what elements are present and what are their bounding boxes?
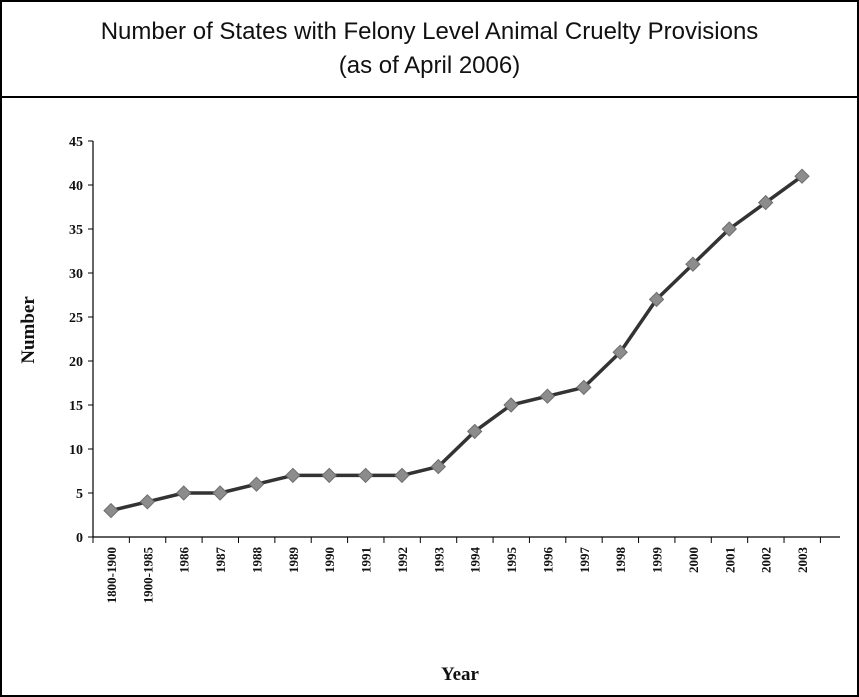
x-tick-label: 1990 xyxy=(322,547,337,573)
chart-axes xyxy=(88,140,840,543)
data-point-marker xyxy=(321,467,337,484)
y-tick-labels: 0 5 10 15 20 25 30 35 40 45 xyxy=(69,135,83,546)
data-point-marker xyxy=(612,344,628,360)
data-point-marker xyxy=(721,221,737,237)
x-tick-label: 1993 xyxy=(431,547,446,574)
series-line xyxy=(110,174,804,513)
y-axis-label: Number xyxy=(18,296,39,364)
x-tick-label: 1992 xyxy=(395,547,410,573)
y-tick-label: 10 xyxy=(69,443,83,458)
data-point-marker xyxy=(503,397,519,413)
data-point-marker xyxy=(357,467,374,484)
data-point-marker xyxy=(285,467,301,484)
x-tick-label: 1998 xyxy=(613,547,628,574)
x-tick-label: 2000 xyxy=(686,547,701,573)
x-axis-label: Year xyxy=(441,664,480,685)
x-tick-labels: 1800-1900 1900-1985 1986 1987 1988 1989 1990 19… xyxy=(104,547,810,604)
chart-header: Number of States with Felony Level Anima… xyxy=(2,2,857,98)
y-tick-label: 5 xyxy=(76,487,83,502)
y-tick-label: 20 xyxy=(69,355,83,370)
data-point-marker xyxy=(794,168,810,184)
data-point-marker xyxy=(139,494,156,510)
x-tick-label: 1997 xyxy=(577,547,592,574)
data-point-marker xyxy=(757,194,774,211)
data-point-marker xyxy=(685,256,701,272)
y-tick-label: 25 xyxy=(69,311,83,326)
data-point-marker xyxy=(103,502,119,519)
y-tick-label: 40 xyxy=(69,179,83,194)
x-tick-label: 1800-1900 xyxy=(104,547,119,603)
data-point-marker xyxy=(212,485,228,501)
chart-subtitle: (as of April 2006) xyxy=(338,52,521,79)
x-tick-label: 1996 xyxy=(540,547,555,574)
x-tick-label: 1900-1985 xyxy=(140,547,155,604)
x-tick-label: 1995 xyxy=(504,547,519,574)
chart-title: Number of States with Felony Level Anima… xyxy=(100,17,759,45)
x-tick-label: 1991 xyxy=(359,547,374,573)
x-tick-label: 2003 xyxy=(795,547,810,574)
x-tick-label: 1986 xyxy=(177,547,192,574)
x-tick-label: 1999 xyxy=(650,547,665,574)
line-chart: 0 5 10 15 20 25 30 35 40 45 1800-1900 1900-1985 198… xyxy=(18,135,840,685)
data-point-marker xyxy=(394,467,410,484)
y-tick-label: 15 xyxy=(69,399,83,414)
data-point-marker xyxy=(248,476,265,492)
x-tick-label: 2001 xyxy=(722,547,737,573)
y-tick-label: 0 xyxy=(76,531,83,546)
y-tick-label: 45 xyxy=(69,135,83,150)
x-tick-label: 1987 xyxy=(213,547,228,574)
x-tick-label: 1989 xyxy=(286,547,301,574)
data-point-marker xyxy=(539,388,556,404)
data-point-marker xyxy=(176,485,192,501)
x-tick-label: 2002 xyxy=(759,547,774,573)
x-tick-label: 1994 xyxy=(468,547,483,574)
x-tick-label: 1988 xyxy=(249,547,264,574)
data-point-marker xyxy=(466,423,483,440)
data-point-marker xyxy=(430,458,447,475)
series-group xyxy=(103,168,810,519)
data-point-marker xyxy=(576,379,592,396)
y-tick-label: 30 xyxy=(69,267,83,282)
y-tick-label: 35 xyxy=(69,223,83,238)
data-point-marker xyxy=(648,291,665,308)
